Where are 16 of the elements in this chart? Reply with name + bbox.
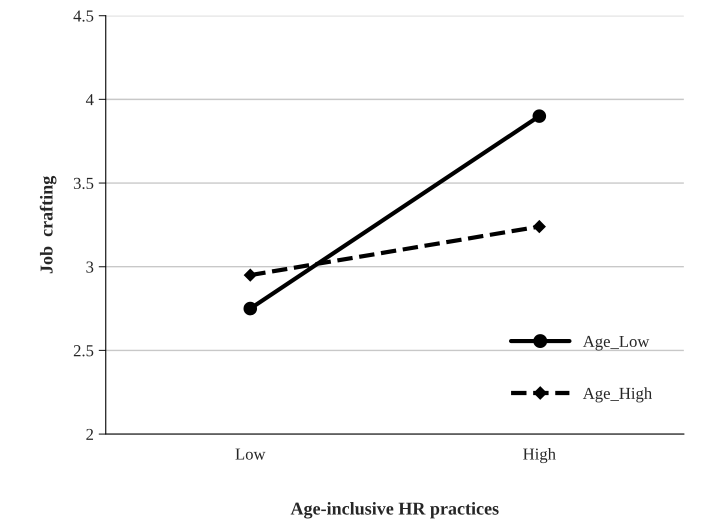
legend-label: Age_High	[582, 387, 652, 402]
point	[244, 268, 257, 282]
point	[532, 220, 546, 233]
y-tick-label: 4.5	[73, 10, 94, 22]
y-tick-label: 3.5	[74, 178, 94, 190]
y-tick-label: 4	[86, 94, 94, 106]
legend-label: Age_Low	[582, 336, 650, 350]
y-tick-label: 2.5	[74, 345, 94, 356]
x-tick-label: High	[523, 448, 556, 464]
x-tick-label: Low	[235, 448, 266, 460]
x-axis-title: Age-inclusive HR practices	[290, 502, 499, 519]
point	[244, 302, 258, 316]
point	[532, 109, 546, 123]
y-tick-label: 2	[86, 428, 94, 440]
y-tick-label: 3	[86, 261, 94, 273]
y-axis-title: Job crafting	[40, 176, 56, 274]
